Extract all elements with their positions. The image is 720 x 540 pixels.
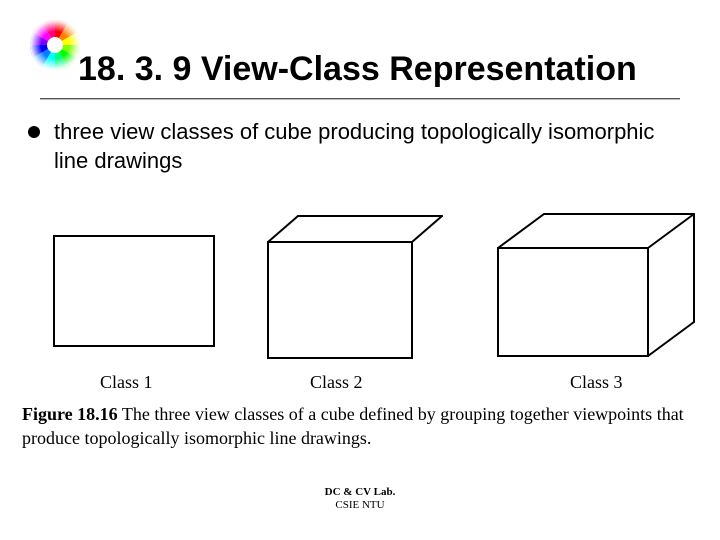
bullet-dot-icon <box>28 126 40 138</box>
color-wheel-logo <box>30 20 80 70</box>
footer: DC & CV Lab. CSIE NTU <box>0 486 720 512</box>
footer-lab: DC & CV Lab. <box>0 486 720 499</box>
figure-cubes <box>20 200 700 400</box>
figure-caption-text: The three view classes of a cube defined… <box>22 404 684 448</box>
figure-number: Figure 18.16 <box>22 404 118 424</box>
cube-view-2 <box>268 216 442 358</box>
slide: 18. 3. 9 View-Class Representation three… <box>0 0 720 540</box>
title-divider <box>40 98 680 100</box>
class-1-label: Class 1 <box>100 372 153 393</box>
figure-caption: Figure 18.16 The three view classes of a… <box>22 402 700 451</box>
bullet-text: three view classes of cube producing top… <box>54 118 680 175</box>
slide-title: 18. 3. 9 View-Class Representation <box>78 50 637 89</box>
class-2-label: Class 2 <box>310 372 363 393</box>
cube-view-1 <box>54 236 214 346</box>
cube-view-3 <box>498 214 694 356</box>
class-labels-row: Class 1 Class 2 Class 3 <box>0 372 720 396</box>
footer-org: CSIE NTU <box>0 499 720 512</box>
bullet-item: three view classes of cube producing top… <box>28 118 680 175</box>
class-3-label: Class 3 <box>570 372 623 393</box>
